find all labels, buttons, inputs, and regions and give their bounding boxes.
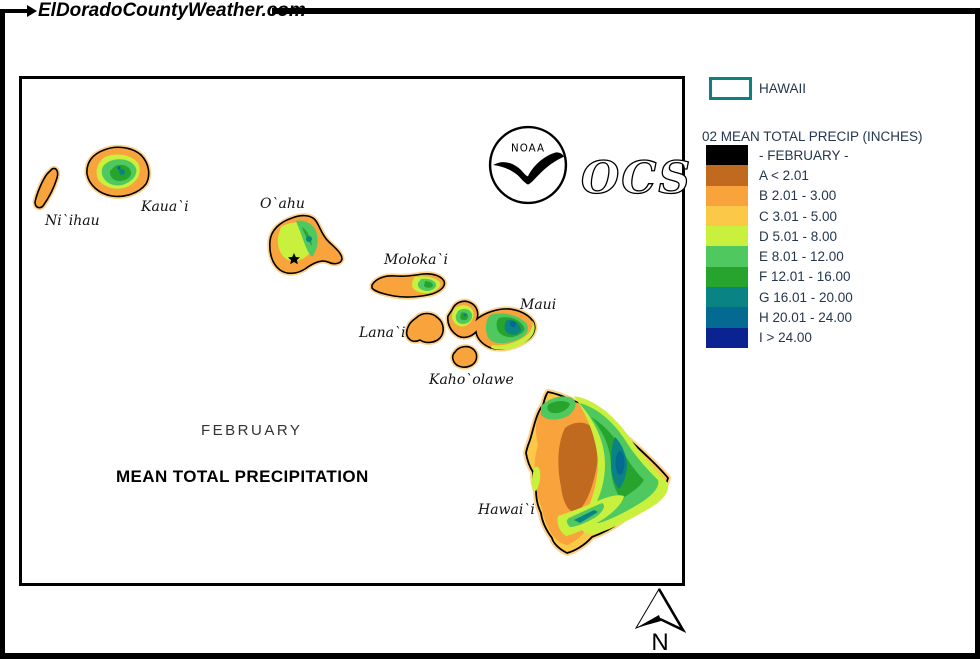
islands-svg (32, 144, 672, 557)
legend-region-box (709, 77, 752, 100)
legend-swatch (706, 145, 748, 166)
island-label-molokai: Moloka`i (384, 252, 448, 268)
legend-row: A < 2.01 (706, 165, 853, 186)
legend-row: E 8.01 - 12.00 (706, 246, 853, 267)
north-arrow-icon: N (634, 588, 687, 656)
honolulu-star-marker (288, 253, 300, 265)
legend-label: - FEBRUARY - (759, 147, 849, 163)
island-hawaii (522, 388, 672, 557)
island-niihau (32, 166, 61, 211)
island-label-oahu: O`ahu (260, 196, 305, 212)
legend-label: A < 2.01 (759, 167, 809, 183)
noaa-circle (488, 125, 568, 205)
island-label-niihau: Ni`ihau (45, 213, 100, 229)
island-kauai (84, 144, 152, 199)
month-label: FEBRUARY (201, 422, 303, 439)
header-rule (272, 8, 980, 14)
legend-swatch (706, 287, 748, 308)
island-kahoolawe (450, 344, 480, 370)
legend-row: D 5.01 - 8.00 (706, 226, 853, 247)
legend-row: - FEBRUARY - (706, 145, 853, 166)
island-maui (445, 298, 538, 352)
page-border-bottom (0, 653, 980, 659)
legend-row: B 2.01 - 3.00 (706, 185, 853, 206)
legend-label: E 8.01 - 12.00 (759, 249, 844, 265)
legend-row: C 3.01 - 5.00 (706, 205, 853, 227)
legend-row: I > 24.00 (706, 327, 853, 348)
header-arrow-icon (27, 5, 37, 17)
island-label-hawaii: Hawai`i (478, 502, 535, 518)
legend-swatch (706, 205, 748, 227)
island-molokai (369, 271, 447, 300)
legend-swatch (706, 246, 748, 267)
legend-label: D 5.01 - 8.00 (759, 228, 838, 244)
legend-region-label: HAWAII (759, 81, 806, 96)
legend-swatch (706, 185, 748, 206)
legend-label: C 3.01 - 5.00 (759, 208, 838, 224)
island-label-maui: Maui (520, 297, 557, 313)
legend-label: H 20.01 - 24.00 (759, 310, 853, 326)
island-label-kahoolawe: Kaho`olawe (429, 372, 514, 388)
legend-swatch (706, 226, 748, 247)
legend-title: 02 MEAN TOTAL PRECIP (INCHES) (702, 129, 923, 144)
legend-swatch (706, 266, 748, 288)
island-oahu (267, 213, 345, 276)
noaa-logo: NOAA (488, 125, 568, 205)
map-frame: Ni`ihau Kaua`i O`ahu Moloka`i Lana`i Mau… (19, 76, 691, 586)
island-label-lanai: Lana`i (359, 325, 406, 341)
header-line-segment (0, 9, 27, 13)
ocs-logo: OCS (580, 152, 692, 204)
noaa-bird-icon (493, 152, 564, 185)
noaa-logo-label: NOAA (511, 143, 545, 155)
north-label: N (651, 629, 668, 656)
page-border-right (975, 9, 980, 659)
legend: - FEBRUARY - A < 2.01 B 2.01 - 3.00 C 3.… (706, 145, 853, 348)
legend-label: F 12.01 - 16.00 (759, 269, 851, 285)
ocs-logo-label: OCS (581, 153, 692, 204)
legend-swatch (706, 327, 748, 348)
legend-label: I > 24.00 (759, 330, 812, 346)
legend-label: G 16.01 - 20.00 (759, 289, 853, 305)
map-title: MEAN TOTAL PRECIPITATION (116, 467, 369, 486)
legend-swatch (706, 165, 748, 186)
legend-row: G 16.01 - 20.00 (706, 287, 853, 308)
legend-label: B 2.01 - 3.00 (759, 188, 837, 204)
island-lanai (404, 311, 446, 345)
legend-row: F 12.01 - 16.00 (706, 266, 853, 288)
legend-row: H 20.01 - 24.00 (706, 307, 853, 328)
legend-swatch (706, 307, 748, 328)
island-label-kauai: Kaua`i (141, 199, 189, 215)
page-border-left (0, 10, 5, 659)
site-title-link[interactable]: ElDoradoCountyWeather.com (38, 0, 306, 21)
